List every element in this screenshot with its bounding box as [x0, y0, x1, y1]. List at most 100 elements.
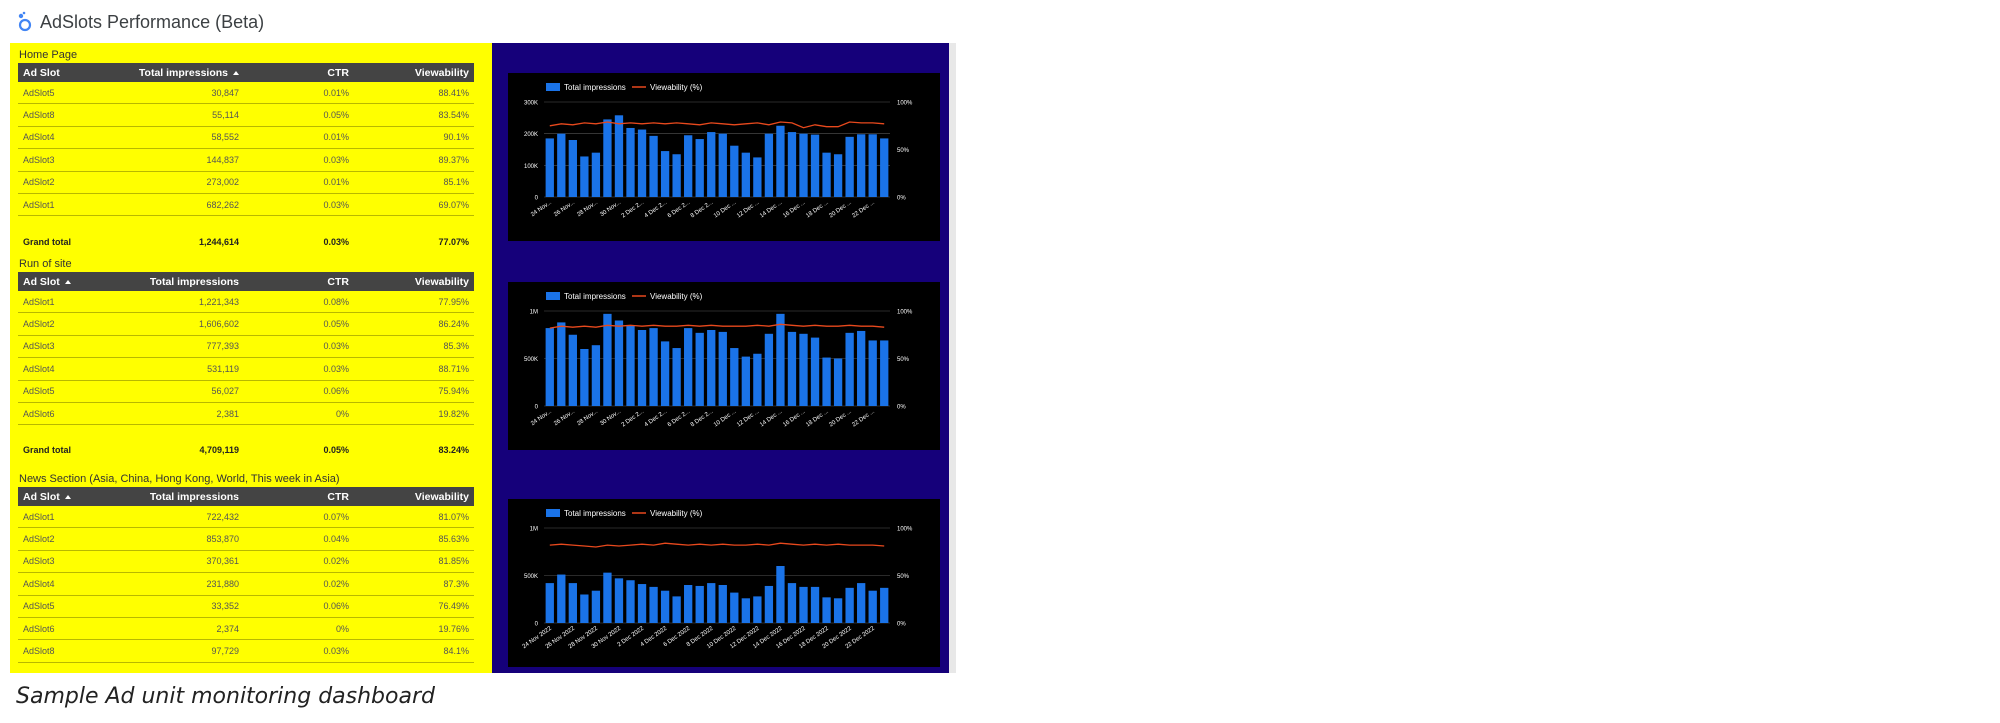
bar[interactable] — [822, 357, 831, 406]
table-row[interactable]: AdSlot1 682,262 0.03% 69.07% — [18, 193, 474, 217]
bar[interactable] — [591, 152, 601, 197]
bar[interactable] — [707, 132, 716, 197]
bar[interactable] — [833, 358, 843, 407]
bar[interactable] — [649, 135, 658, 197]
bar[interactable] — [637, 330, 647, 406]
bar[interactable] — [695, 585, 704, 623]
bar[interactable] — [626, 127, 635, 197]
bar[interactable] — [603, 119, 612, 197]
table-row[interactable]: AdSlot2 1,606,602 0.05% 86.24% — [18, 312, 474, 336]
bar[interactable] — [880, 138, 889, 197]
table-row[interactable]: AdSlot5 56,027 0.06% 75.94% — [18, 380, 474, 403]
table-row[interactable]: AdSlot4 531,119 0.03% 88.71% — [18, 357, 474, 381]
viewability-line[interactable] — [549, 323, 885, 329]
table-row[interactable]: AdSlot1 1,221,343 0.08% 77.95% — [18, 291, 474, 314]
bar[interactable] — [868, 340, 877, 406]
bar[interactable] — [799, 133, 808, 197]
table-row[interactable]: AdSlot5 33,352 0.06% 76.49% — [18, 595, 474, 618]
bar[interactable] — [626, 325, 635, 406]
bar[interactable] — [776, 566, 785, 623]
table-row[interactable]: AdSlot2 273,002 0.01% 85.1% — [18, 171, 474, 194]
home-page-chart[interactable]: Total impressions Viewability (%) 0 100K 200… — [508, 73, 940, 241]
bar[interactable] — [730, 348, 739, 406]
bar[interactable] — [603, 572, 612, 623]
bar[interactable] — [787, 132, 797, 197]
bar[interactable] — [580, 594, 589, 624]
bar[interactable] — [880, 587, 889, 623]
table-row[interactable]: AdSlot3 777,393 0.03% 85.3% — [18, 335, 474, 359]
bar[interactable] — [718, 133, 727, 197]
bar[interactable] — [799, 586, 808, 623]
column-header-total-impressions[interactable]: Total impressions — [104, 487, 244, 506]
bar[interactable] — [649, 586, 658, 623]
bar[interactable] — [741, 598, 750, 623]
run-of-site-chart[interactable]: Total impressions Viewability (%) 0 500K 1M 0… — [508, 282, 940, 450]
bar[interactable] — [707, 330, 716, 406]
column-header-ad-slot[interactable]: Ad Slot — [18, 272, 104, 291]
bar[interactable] — [753, 157, 762, 197]
table-row[interactable]: AdSlot1 722,432 0.07% 81.07% — [18, 506, 474, 529]
bar[interactable] — [557, 133, 566, 197]
bar[interactable] — [649, 328, 658, 406]
bar[interactable] — [857, 330, 866, 406]
bar[interactable] — [799, 333, 808, 406]
bar[interactable] — [684, 328, 693, 406]
bar[interactable] — [545, 138, 554, 197]
bar[interactable] — [764, 133, 774, 197]
column-header-viewability[interactable]: Viewability — [354, 272, 474, 291]
table-row[interactable]: AdSlot2 853,870 0.04% 85.63% — [18, 527, 474, 551]
bar[interactable] — [672, 596, 681, 623]
bar[interactable] — [764, 333, 774, 406]
bar[interactable] — [868, 134, 877, 197]
column-header-ctr[interactable]: CTR — [244, 272, 354, 291]
bar[interactable] — [568, 334, 577, 406]
bar[interactable] — [845, 587, 854, 623]
table-row[interactable]: AdSlot4 231,880 0.02% 87.3% — [18, 572, 474, 596]
bar[interactable] — [753, 353, 762, 406]
bar[interactable] — [660, 151, 670, 197]
bar[interactable] — [672, 348, 681, 406]
bar[interactable] — [868, 590, 877, 623]
bar[interactable] — [672, 154, 681, 197]
table-row[interactable]: AdSlot5 30,847 0.01% 88.41% — [18, 82, 474, 105]
bar[interactable] — [557, 322, 566, 406]
table-row[interactable]: AdSlot8 55,114 0.05% 83.54% — [18, 103, 474, 127]
bar[interactable] — [684, 135, 693, 197]
bar[interactable] — [591, 590, 601, 623]
table-row[interactable]: AdSlot4 58,552 0.01% 90.1% — [18, 126, 474, 150]
bar[interactable] — [810, 337, 820, 406]
bar[interactable] — [591, 345, 601, 406]
bar[interactable] — [741, 152, 750, 197]
bar[interactable] — [695, 139, 704, 197]
bar[interactable] — [787, 331, 797, 406]
bar[interactable] — [845, 136, 854, 197]
bar[interactable] — [545, 583, 554, 623]
bar[interactable] — [684, 585, 693, 623]
bar[interactable] — [637, 129, 647, 197]
viewability-line[interactable] — [549, 542, 885, 548]
table-row[interactable]: AdSlot6 2,381 0% 19.82% — [18, 402, 474, 426]
bar[interactable] — [810, 134, 820, 197]
column-header-ctr[interactable]: CTR — [244, 63, 354, 82]
bar[interactable] — [660, 341, 670, 406]
bar[interactable] — [822, 597, 831, 623]
bar[interactable] — [730, 145, 739, 197]
table-row[interactable]: AdSlot3 144,837 0.03% 89.37% — [18, 148, 474, 172]
column-header-ctr[interactable]: CTR — [244, 487, 354, 506]
bar[interactable] — [660, 590, 670, 623]
bar[interactable] — [764, 585, 774, 623]
column-header-viewability[interactable]: Viewability — [354, 487, 474, 506]
column-header-total-impressions[interactable]: Total impressions — [104, 63, 244, 82]
column-header-total-impressions[interactable]: Total impressions — [104, 272, 244, 291]
bar[interactable] — [614, 115, 624, 197]
bar[interactable] — [695, 332, 704, 406]
bar[interactable] — [568, 583, 577, 623]
column-header-ad-slot[interactable]: Ad Slot — [18, 487, 104, 506]
bar[interactable] — [845, 332, 854, 406]
viewability-line[interactable] — [549, 121, 885, 129]
bar[interactable] — [545, 328, 554, 406]
bar[interactable] — [707, 583, 716, 623]
bar[interactable] — [880, 340, 889, 406]
bar[interactable] — [718, 331, 727, 406]
bar[interactable] — [580, 156, 589, 197]
